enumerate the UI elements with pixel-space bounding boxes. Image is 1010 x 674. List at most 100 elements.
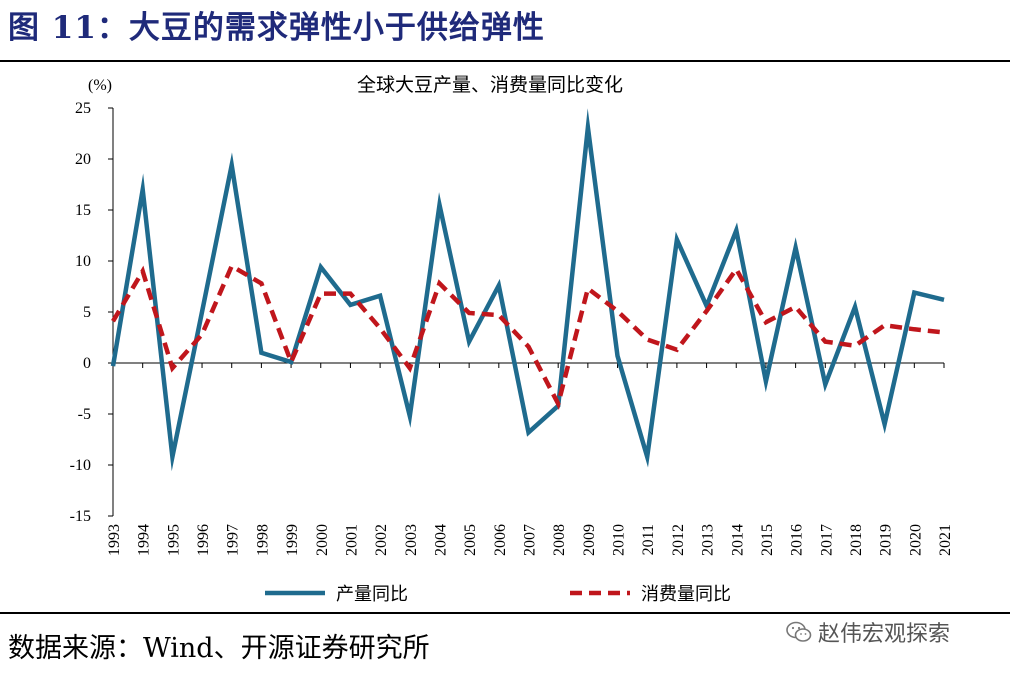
data-point: [675, 238, 679, 242]
data-point: [586, 125, 590, 129]
data-point: [556, 402, 560, 406]
x-tick-label: 2014: [729, 524, 746, 556]
x-tick-label: 1996: [195, 524, 212, 556]
data-point: [378, 326, 382, 330]
data-point: [527, 345, 531, 349]
x-tick-label: 2006: [492, 524, 509, 556]
data-point: [853, 344, 857, 348]
y-axis-unit: (%): [88, 77, 112, 94]
data-point: [200, 310, 204, 314]
x-tick-label: 2002: [373, 524, 390, 556]
y-tick-label: -5: [78, 406, 91, 423]
source-note: 数据来源：Wind、开源证券研究所: [8, 633, 430, 664]
data-point: [734, 228, 738, 232]
y-tick-label: 10: [75, 253, 91, 270]
watermark: 赵伟宏观探索: [786, 616, 950, 648]
x-tick-label: 1993: [106, 524, 123, 556]
data-point: [645, 338, 649, 342]
y-tick-label: -10: [70, 457, 91, 474]
data-point: [467, 340, 471, 344]
data-point: [616, 309, 620, 313]
figure-title: 图 11：大豆的需求弹性小于供给弹性: [8, 10, 545, 46]
x-tick-label: 2004: [432, 524, 449, 556]
x-tick-label: 2000: [314, 524, 331, 556]
x-tick-label: 2018: [848, 524, 865, 556]
data-point: [527, 430, 531, 434]
y-tick-label: 5: [83, 304, 91, 321]
x-tick-label: 1994: [136, 524, 153, 556]
data-point: [853, 305, 857, 309]
data-point: [794, 305, 798, 309]
data-point: [230, 264, 234, 268]
data-point: [823, 382, 827, 386]
x-tick-label: 2015: [759, 524, 776, 556]
data-point: [586, 287, 590, 291]
data-point: [170, 455, 174, 459]
x-tick-label: 2019: [878, 524, 895, 556]
data-point: [437, 281, 441, 285]
x-tick-label: 1995: [165, 524, 182, 556]
y-tick-label: 25: [75, 100, 91, 117]
x-tick-label: 2011: [640, 524, 657, 555]
data-point: [200, 332, 204, 336]
data-point: [705, 309, 709, 313]
y-tick-label: 20: [75, 151, 91, 168]
data-point: [764, 379, 768, 383]
data-point: [734, 267, 738, 271]
data-point: [319, 265, 323, 269]
series-line-2: [111, 262, 945, 411]
data-point: [645, 455, 649, 459]
data-point: [794, 246, 798, 250]
x-tick-label: 2010: [611, 524, 628, 556]
watermark-text: 赵伟宏观探索: [818, 622, 951, 647]
legend-label-2: 消费量同比: [641, 584, 731, 605]
data-point: [883, 323, 887, 327]
data-point: [764, 320, 768, 324]
data-point: [408, 366, 412, 370]
y-tick-label: -15: [70, 508, 91, 525]
x-tick-label: 2013: [700, 524, 717, 556]
data-point: [437, 203, 441, 207]
x-tick-label: 1998: [254, 524, 271, 556]
x-tick-label: 2016: [789, 524, 806, 556]
data-point: [259, 351, 263, 355]
x-tick-label: 2021: [937, 524, 954, 556]
data-point: [912, 327, 916, 331]
data-point: [348, 303, 352, 307]
chart-title: 全球大豆产量、消费量同比变化: [357, 74, 623, 96]
data-point: [675, 348, 679, 352]
data-point: [348, 292, 352, 296]
x-tick-label: 2008: [551, 524, 568, 556]
data-point: [883, 422, 887, 426]
x-tick-label: 2001: [343, 524, 360, 556]
data-point: [230, 163, 234, 167]
data-point: [111, 364, 115, 368]
data-point: [912, 291, 916, 295]
x-tick-label: 2003: [403, 524, 420, 556]
y-tick-label: 0: [83, 355, 91, 372]
data-point: [942, 330, 946, 334]
top-rule: [0, 60, 1010, 62]
data-point: [616, 354, 620, 358]
data-point: [259, 281, 263, 285]
data-point: [467, 311, 471, 315]
data-point: [319, 292, 323, 296]
x-tick-label: 1997: [225, 524, 242, 556]
data-point: [378, 294, 382, 298]
x-tick-label: 2007: [522, 524, 539, 556]
x-tick-label: 1999: [284, 524, 301, 556]
x-tick-label: 2012: [670, 524, 687, 556]
data-point: [111, 319, 115, 323]
data-point: [289, 360, 293, 364]
bottom-rule: [0, 612, 1010, 614]
y-tick-label: 15: [75, 202, 91, 219]
data-point: [497, 313, 501, 317]
legend-label-1: 产量同比: [336, 584, 408, 605]
x-tick-label: 2009: [581, 524, 598, 556]
series-line-1: [110, 108, 945, 472]
wechat-icon: [786, 621, 812, 642]
data-point: [408, 414, 412, 418]
data-point: [141, 269, 145, 273]
x-tick-label: 2020: [907, 524, 924, 556]
